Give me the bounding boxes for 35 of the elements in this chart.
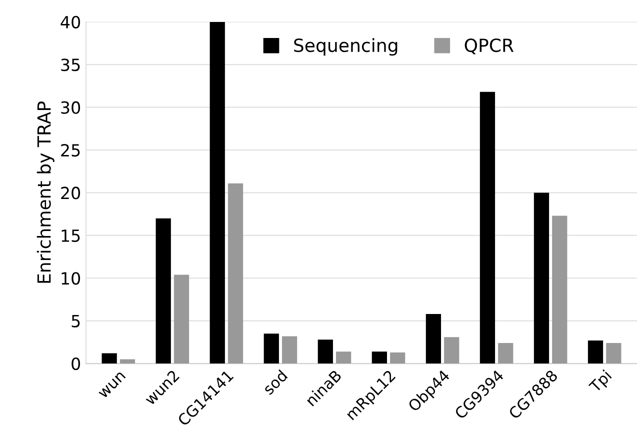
y-tick-label: 0 <box>72 358 80 370</box>
bar <box>480 92 496 364</box>
bar <box>588 340 604 364</box>
bar <box>210 22 225 364</box>
y-tick-label: 10 <box>62 272 80 285</box>
bar <box>552 216 568 364</box>
x-tick-label: wun <box>98 371 126 399</box>
x-tick-label: sod <box>262 369 288 396</box>
y-tick-label: 30 <box>61 101 80 114</box>
bar <box>534 192 550 364</box>
bar <box>174 274 190 364</box>
legend-label: Sequencing <box>294 38 398 56</box>
bar <box>264 334 279 364</box>
bar <box>390 352 406 364</box>
y-tick-label: 15 <box>62 230 80 242</box>
y-tick-label: 25 <box>61 144 80 157</box>
y-tick-label: 5 <box>72 315 80 328</box>
bar <box>498 343 514 364</box>
bar <box>120 359 136 364</box>
bar <box>372 352 387 364</box>
legend-label: QPCR <box>464 38 514 54</box>
bar <box>336 352 352 364</box>
bar <box>426 314 442 364</box>
bar <box>228 183 244 364</box>
y-axis-title: Enrichment by TRAP <box>36 102 54 283</box>
bar <box>444 337 460 364</box>
bar <box>156 218 171 364</box>
bar <box>102 353 117 364</box>
x-tick-label: Tpi <box>588 369 614 396</box>
bar <box>606 343 622 364</box>
bar <box>318 340 333 364</box>
y-tick-label: 20 <box>61 186 80 200</box>
bar <box>282 336 298 364</box>
y-tick-label: 35 <box>61 58 80 72</box>
y-tick-label: 40 <box>60 16 80 28</box>
